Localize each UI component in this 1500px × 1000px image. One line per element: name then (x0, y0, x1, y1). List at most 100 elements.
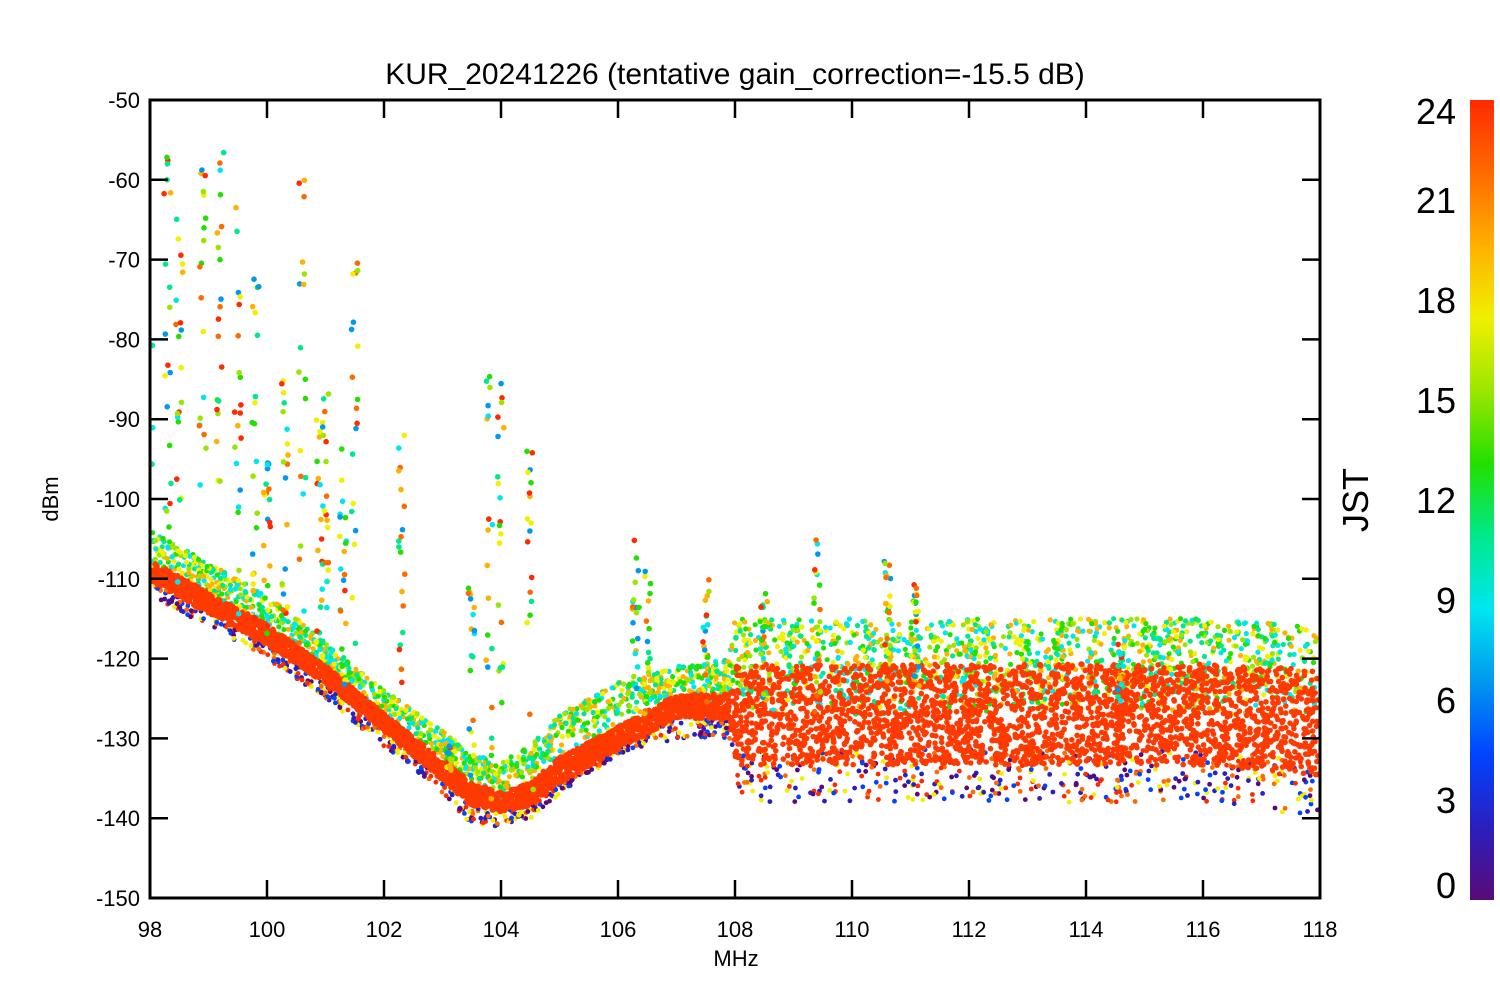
data-point (413, 731, 419, 737)
data-point (1122, 638, 1128, 644)
data-point (551, 722, 558, 728)
data-point (970, 618, 977, 624)
data-point (911, 774, 916, 780)
data-point (890, 627, 896, 634)
data-point (1140, 659, 1146, 665)
data-point (497, 784, 503, 790)
data-point (453, 800, 459, 806)
data-point (1130, 661, 1137, 667)
data-point (201, 577, 207, 584)
data-point (443, 793, 449, 799)
data-point (1122, 767, 1128, 773)
data-point (292, 616, 299, 622)
data-point (670, 679, 677, 686)
data-point (403, 754, 409, 760)
data-point (293, 666, 299, 672)
data-point (1307, 793, 1313, 799)
data-point (1175, 645, 1181, 651)
data-point (430, 745, 436, 751)
data-point (1272, 632, 1278, 638)
data-point (1126, 728, 1133, 734)
data-point (860, 760, 865, 766)
data-point (274, 601, 280, 607)
data-point (235, 582, 241, 588)
data-point (1180, 771, 1186, 776)
data-point (1029, 629, 1035, 635)
data-point (967, 775, 972, 780)
data-point (837, 769, 843, 775)
data-point (1119, 617, 1125, 623)
data-point (1035, 650, 1041, 656)
data-point (1299, 626, 1305, 632)
data-point (1149, 763, 1154, 769)
data-point (797, 685, 803, 692)
data-point (1276, 755, 1281, 761)
data-point (988, 622, 994, 628)
data-point (1251, 623, 1257, 629)
data-point (920, 797, 926, 803)
data-point (472, 765, 478, 771)
data-point (630, 745, 636, 751)
data-point (713, 724, 718, 729)
data-point (610, 721, 616, 728)
data-point (924, 660, 930, 666)
data-point (578, 703, 584, 709)
data-point (889, 621, 895, 627)
data-point (169, 599, 175, 604)
data-point (331, 661, 337, 667)
data-point (575, 717, 581, 723)
data-point (892, 798, 897, 804)
data-point (1134, 640, 1140, 647)
data-point (1157, 636, 1163, 642)
data-point (280, 661, 286, 667)
data-point (248, 604, 254, 611)
data-point (973, 645, 979, 651)
data-point (428, 727, 434, 733)
data-point (1060, 653, 1066, 660)
data-point (377, 685, 383, 691)
data-point (481, 770, 487, 776)
data-point (1282, 630, 1288, 636)
data-point (708, 725, 714, 730)
data-point (654, 670, 661, 676)
data-point (508, 767, 514, 773)
data-point (214, 572, 220, 578)
data-point (1201, 795, 1206, 801)
data-point (520, 756, 526, 762)
data-point (258, 613, 265, 619)
data-point (1087, 654, 1093, 661)
data-point (662, 735, 668, 740)
data-point (1260, 773, 1266, 779)
data-point (724, 668, 730, 675)
data-point (346, 670, 353, 676)
data-point (406, 725, 412, 731)
data-point (1228, 783, 1234, 788)
data-point (887, 617, 893, 623)
data-point (1136, 780, 1141, 785)
data-point (996, 791, 1002, 796)
data-point (613, 711, 620, 717)
data-point (994, 780, 999, 786)
data-point (817, 627, 823, 634)
data-point (670, 674, 676, 680)
data-point (915, 783, 921, 789)
data-point (180, 563, 187, 569)
data-point (978, 641, 984, 647)
data-point (745, 770, 751, 776)
data-point (1017, 618, 1023, 624)
data-point (1195, 617, 1201, 623)
data-point (298, 629, 304, 635)
data-point (793, 785, 798, 791)
data-point (863, 633, 869, 640)
data-point (557, 713, 563, 719)
data-point (228, 587, 234, 593)
data-point (1167, 635, 1174, 642)
data-point (566, 728, 572, 734)
data-point (438, 742, 444, 748)
data-point (368, 681, 374, 687)
data-point (1250, 631, 1256, 637)
data-point (713, 675, 719, 681)
data-point (563, 720, 569, 727)
data-point (1106, 625, 1112, 631)
data-point (1250, 654, 1257, 660)
